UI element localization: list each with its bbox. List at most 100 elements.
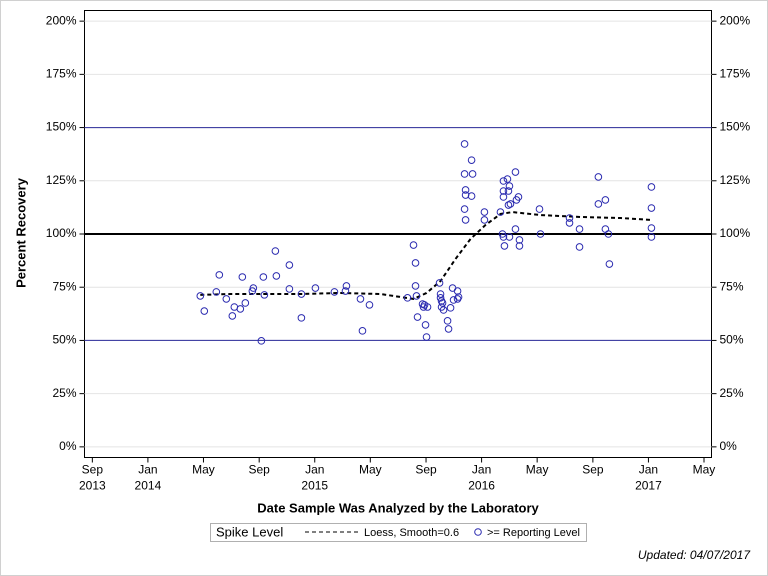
y-tick-label: 50% xyxy=(52,333,76,347)
y2-tick-label: 50% xyxy=(720,333,744,347)
point xyxy=(480,216,489,224)
y2-tick-label: 175% xyxy=(720,67,751,81)
legend-box xyxy=(210,523,587,542)
point xyxy=(341,287,350,295)
y2-tick-label: 150% xyxy=(720,120,751,134)
x-year-label: 2014 xyxy=(135,479,162,493)
point xyxy=(604,230,613,238)
point xyxy=(647,233,656,241)
point xyxy=(436,290,445,298)
point xyxy=(594,173,603,181)
point xyxy=(454,293,463,301)
point xyxy=(422,333,431,341)
x-year-label: 2017 xyxy=(635,479,662,493)
x-tick-label: Jan xyxy=(305,463,324,477)
point xyxy=(460,170,469,178)
y2-tick-label: 200% xyxy=(720,13,751,27)
point xyxy=(259,273,268,281)
point xyxy=(460,140,469,148)
point xyxy=(468,170,477,178)
point xyxy=(460,205,469,213)
x-year-label: 2016 xyxy=(468,479,495,493)
point xyxy=(196,292,205,300)
y2-tick-label: 100% xyxy=(720,226,751,240)
point xyxy=(272,272,281,280)
loess-line xyxy=(200,211,652,300)
point xyxy=(505,233,514,241)
point xyxy=(439,306,448,314)
point xyxy=(285,285,294,293)
point xyxy=(575,225,584,233)
point xyxy=(241,299,250,307)
point xyxy=(499,187,508,195)
point xyxy=(444,325,453,333)
footnote: Updated: 04/07/2017 xyxy=(638,548,751,562)
point xyxy=(423,303,432,311)
point xyxy=(500,242,509,250)
point xyxy=(356,295,365,303)
point xyxy=(461,186,470,194)
point xyxy=(212,288,221,296)
legend-label: >= Reporting Level xyxy=(487,527,580,539)
point xyxy=(342,282,351,290)
y-tick-label: 200% xyxy=(46,13,77,27)
x-tick-label: Jan xyxy=(639,463,658,477)
point xyxy=(499,233,508,241)
point xyxy=(228,312,237,320)
point xyxy=(499,193,508,201)
point xyxy=(536,230,545,238)
point xyxy=(249,284,258,292)
x-tick-label: Jan xyxy=(472,463,491,477)
point xyxy=(480,208,489,216)
point xyxy=(412,292,421,300)
y-tick-label: 0% xyxy=(59,439,77,453)
point xyxy=(446,304,455,312)
y-tick-label: 25% xyxy=(52,386,76,400)
point xyxy=(421,321,430,329)
point xyxy=(222,295,231,303)
point xyxy=(238,273,247,281)
point xyxy=(365,301,374,309)
y-tick-label: 75% xyxy=(52,279,76,293)
point xyxy=(358,327,367,335)
x-tick-label: Sep xyxy=(82,463,104,477)
x-tick-label: Sep xyxy=(249,463,271,477)
y-tick-label: 175% xyxy=(46,67,77,81)
point xyxy=(565,214,574,222)
point xyxy=(453,287,462,295)
point xyxy=(311,284,320,292)
point xyxy=(467,192,476,200)
legend-label: Loess, Smooth=0.6 xyxy=(364,527,459,539)
point xyxy=(505,182,514,190)
y-axis-title: Percent Recovery xyxy=(13,177,28,288)
x-year-label: 2013 xyxy=(79,479,106,493)
y2-tick-label: 25% xyxy=(720,386,744,400)
x-tick-label: May xyxy=(192,463,215,477)
point xyxy=(496,208,505,216)
point xyxy=(271,247,280,255)
point xyxy=(535,205,544,213)
point xyxy=(511,168,520,176)
point xyxy=(443,317,452,325)
x-tick-label: May xyxy=(693,463,716,477)
point xyxy=(236,305,245,313)
legend-swatch xyxy=(474,528,482,536)
point xyxy=(413,313,422,321)
point xyxy=(409,241,418,249)
point xyxy=(503,175,512,183)
point xyxy=(515,242,524,250)
point xyxy=(575,243,584,251)
x-year-label: 2015 xyxy=(301,479,328,493)
point xyxy=(257,337,266,345)
point xyxy=(297,290,306,298)
x-tick-label: Sep xyxy=(582,463,604,477)
point xyxy=(605,260,614,268)
x-tick-label: Jan xyxy=(138,463,157,477)
point xyxy=(403,294,412,302)
x-tick-label: May xyxy=(526,463,549,477)
point xyxy=(647,204,656,212)
point xyxy=(594,200,603,208)
point xyxy=(461,216,470,224)
